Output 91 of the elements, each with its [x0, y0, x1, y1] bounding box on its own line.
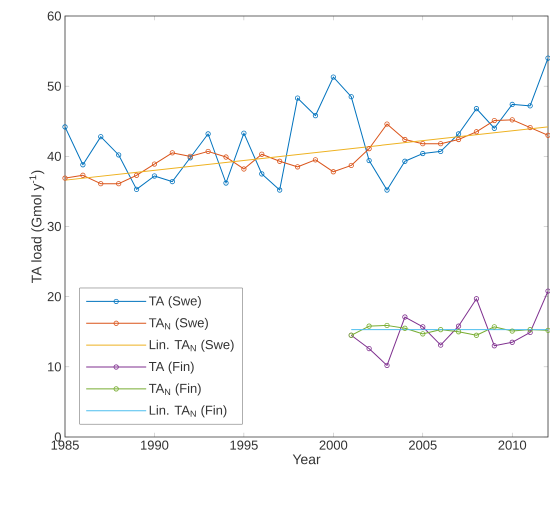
point: [98, 181, 104, 186]
point: [170, 178, 175, 184]
point: [438, 342, 444, 348]
y-axis-title: TA load (Gmol y$^{-1}$): [29, 170, 44, 283]
point: [456, 136, 462, 142]
legend-label: TA (Swe): [148, 296, 201, 308]
point: [366, 346, 372, 352]
point: [438, 148, 444, 154]
point: [384, 121, 390, 127]
point: [456, 324, 462, 329]
point: [456, 329, 462, 334]
point: [438, 327, 444, 332]
point: [80, 172, 86, 178]
point: [259, 171, 264, 176]
legend-label: TA (Fin): [148, 362, 194, 374]
x-tick-label: 2005: [409, 440, 437, 450]
point: [366, 158, 372, 164]
point: [384, 362, 390, 368]
point: [474, 332, 480, 338]
point: [134, 186, 140, 192]
point: [492, 126, 497, 131]
point: [528, 327, 533, 332]
point: [384, 187, 390, 193]
point: [402, 158, 408, 164]
point: [474, 106, 480, 112]
y-tick-label: 60: [48, 11, 61, 21]
point: [294, 96, 300, 101]
point: [134, 172, 140, 178]
point: [312, 113, 318, 118]
point: [420, 324, 426, 330]
x-axis-title: Year: [292, 454, 320, 464]
point: [152, 173, 158, 179]
x-tick-label: 1995: [230, 440, 258, 450]
point: [80, 162, 86, 168]
y-tick-label: 0: [54, 432, 61, 442]
point: [116, 181, 122, 186]
point: [241, 166, 246, 172]
point: [223, 180, 229, 186]
point: [528, 124, 533, 130]
y-tick-label: 40: [47, 152, 61, 161]
point: [420, 141, 426, 146]
point: [474, 296, 480, 302]
point: [206, 131, 211, 136]
point: [330, 74, 336, 80]
point: [152, 161, 158, 167]
point: [492, 343, 497, 348]
point: [277, 187, 282, 193]
point: [259, 152, 264, 157]
point: [510, 117, 515, 122]
legend-label: Lin. TA$_{N}$ (Fin): [150, 405, 226, 418]
point: [492, 118, 497, 124]
point: [98, 134, 104, 140]
point: [330, 169, 336, 174]
point: [510, 328, 515, 334]
legend-label: TA$_{N}$ (Fin): [148, 383, 201, 396]
point: [528, 103, 533, 108]
point: [223, 154, 229, 160]
x-tick-label: 2000: [320, 440, 348, 450]
point: [384, 322, 390, 328]
point: [420, 331, 426, 336]
point: [402, 314, 408, 320]
point: [170, 150, 175, 156]
y-tick-label: 10: [48, 362, 61, 372]
y-tick-label: 20: [48, 292, 61, 302]
point: [241, 130, 246, 136]
x-tick-label: 1990: [141, 440, 168, 450]
x-tick-label: 2010: [498, 440, 526, 450]
point: [366, 146, 372, 152]
legend-label: Lin. TA$_{N}$ (Swe): [150, 340, 234, 352]
point: [277, 158, 282, 164]
point: [206, 148, 211, 154]
point: [402, 326, 408, 331]
legend-label: TA$_{N}$ (Swe): [148, 318, 208, 330]
point: [348, 94, 354, 100]
y-tick-label: 30: [48, 222, 61, 232]
point: [294, 164, 300, 170]
point: [312, 157, 318, 162]
point: [366, 324, 372, 329]
point: [420, 150, 426, 156]
point: [348, 162, 354, 168]
point: [510, 340, 515, 345]
point: [456, 131, 462, 136]
point: [116, 152, 122, 158]
x-tick-label: 1985: [52, 440, 79, 450]
point: [528, 330, 533, 336]
y-tick-label: 50: [48, 82, 61, 91]
point: [402, 136, 408, 142]
point: [438, 141, 444, 146]
point: [510, 102, 515, 108]
point: [492, 324, 497, 330]
point: [474, 129, 480, 134]
